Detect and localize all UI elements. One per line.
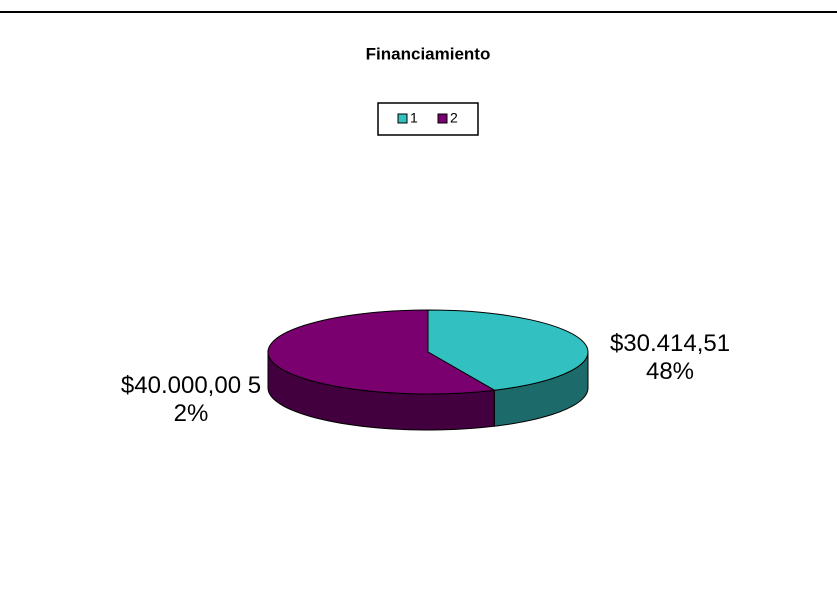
legend-box bbox=[377, 102, 479, 136]
legend-swatch bbox=[397, 113, 408, 124]
legend-label: 2 bbox=[450, 110, 458, 126]
legend-label: 1 bbox=[410, 110, 418, 126]
pie-slice bbox=[427, 309, 589, 391]
pie-slice bbox=[267, 309, 496, 395]
chart-title: Financiamiento bbox=[366, 44, 491, 63]
value-label: $40.000,00 52% bbox=[120, 372, 262, 427]
legend-swatch bbox=[437, 113, 448, 124]
value-label: $30.414,51 48% bbox=[609, 330, 731, 385]
